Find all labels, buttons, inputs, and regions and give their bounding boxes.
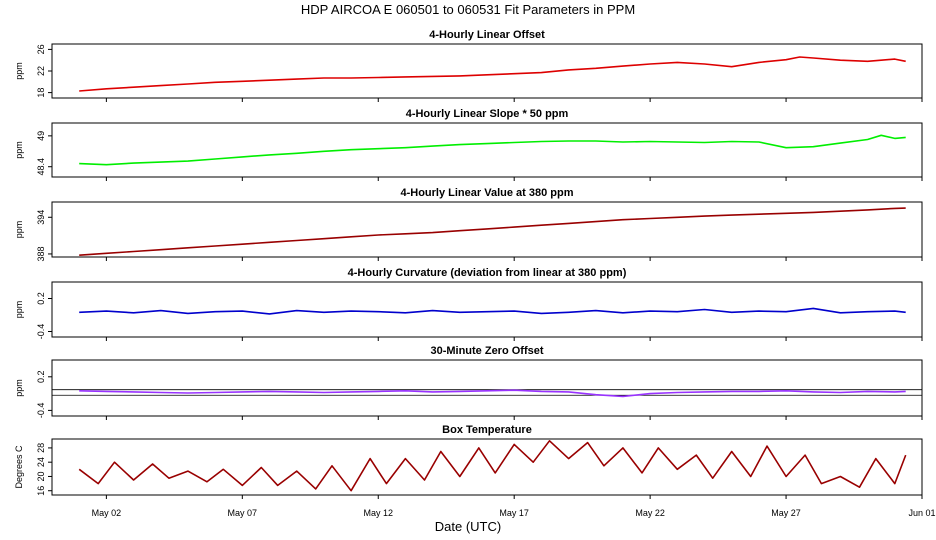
x-axis: May 02 May 07 May 12 May 17 May 22 May 27 Jun …	[92, 508, 936, 518]
series-line	[79, 307, 906, 315]
panel-5: 30-Minute Zero Offset ppm -0.4 0.2	[14, 345, 923, 420]
y-axis-label: ppm	[14, 141, 24, 159]
panel-1: 4-Hourly Linear Offset ppm 18 22 26	[14, 29, 923, 102]
y-axis-label: Degrees C	[14, 445, 24, 489]
panel-3: 4-Hourly Linear Value at 380 ppm ppm 388 39…	[14, 187, 923, 261]
y-tick-label: 24	[36, 457, 46, 467]
y-tick-label: 48.4	[36, 158, 46, 176]
figure-title: HDP AIRCOA E 060501 to 060531 Fit Parame…	[301, 2, 635, 17]
y-axis-label: ppm	[14, 62, 24, 80]
x-tick-label: May 07	[228, 508, 258, 518]
y-axis-label: ppm	[14, 379, 24, 397]
y-tick-label: 16	[36, 486, 46, 496]
series-line	[78, 439, 907, 492]
panel-4: 4-Hourly Curvature (deviation from linea…	[14, 267, 923, 341]
panel-title: Box Temperature	[442, 424, 532, 436]
series-line	[79, 56, 906, 92]
panel-frame	[51, 43, 923, 99]
panel-title: 4-Hourly Linear Slope * 50 ppm	[406, 108, 569, 120]
y-axis-label: ppm	[14, 221, 24, 239]
panels: 4-Hourly Linear Offsetppm1822264-Hourly …	[14, 29, 923, 499]
x-tick-label: May 12	[363, 508, 393, 518]
panel-title: 4-Hourly Curvature (deviation from linea…	[348, 267, 627, 279]
y-tick-label: -0.4	[36, 324, 46, 340]
panel-frame	[51, 122, 923, 178]
x-axis-label: Date (UTC)	[435, 519, 501, 534]
x-tick-label: May 22	[635, 508, 665, 518]
x-tick-label: May 27	[771, 508, 801, 518]
panel-6: Box Temperature Degrees C 16 20 24 28	[14, 424, 923, 499]
x-tick-label: May 17	[499, 508, 529, 518]
panel-title: 4-Hourly Linear Offset	[429, 29, 545, 41]
panel-frame	[51, 281, 923, 338]
y-tick-label: 0.2	[36, 371, 46, 384]
y-tick-label: 28	[36, 443, 46, 453]
series-line	[79, 134, 906, 166]
panel-frame	[51, 438, 923, 496]
y-tick-label: 26	[36, 44, 46, 54]
y-tick-label: 394	[36, 210, 46, 225]
y-tick-label: 22	[36, 66, 46, 76]
y-axis-label: ppm	[14, 301, 24, 319]
y-tick-label: 388	[36, 246, 46, 261]
series-line	[79, 207, 906, 256]
panel-title: 4-Hourly Linear Value at 380 ppm	[400, 187, 573, 199]
y-tick-label: 49	[36, 131, 46, 141]
panel-2: 4-Hourly Linear Slope * 50 ppm ppm 48.4 49	[14, 108, 923, 181]
y-tick-label: 18	[36, 88, 46, 98]
panel-frame	[51, 201, 923, 258]
panel-title: 30-Minute Zero Offset	[430, 345, 543, 357]
y-tick-label: -0.4	[36, 403, 46, 419]
panel-frame	[51, 359, 923, 417]
y-tick-label: 20	[36, 471, 46, 481]
x-tick-label: May 02	[92, 508, 122, 518]
y-tick-label: 0.2	[36, 292, 46, 305]
x-tick-label: Jun 01	[908, 508, 935, 518]
series-line	[79, 389, 906, 398]
